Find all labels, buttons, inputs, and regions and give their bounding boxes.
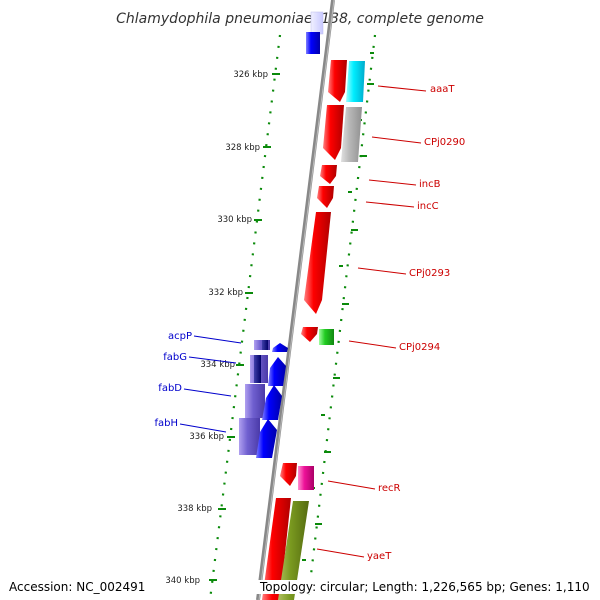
scale-label: 340 kbp (165, 576, 200, 586)
cds-fabG[interactable] (268, 357, 286, 386)
cds-red-1[interactable] (328, 60, 347, 102)
cds-red-5[interactable] (262, 498, 291, 600)
scale-label: 330 kbp (217, 215, 252, 225)
cds-red-4[interactable] (280, 463, 297, 486)
cds-acpP[interactable] (272, 343, 288, 352)
cds-CPj0290[interactable] (341, 107, 362, 162)
gene-label-yaeT: yaeT (367, 551, 392, 562)
gene-label-aaaT: aaaT (430, 84, 455, 95)
gene-label-incB: incB (419, 179, 441, 190)
cds-partial-top-lavender[interactable] (310, 11, 324, 35)
outer-dotted-ring (306, 34, 377, 600)
forward-track-band (253, 30, 376, 600)
genome-backbone (256, 0, 335, 600)
gene-label-incC: incC (417, 201, 439, 212)
cds-fabG-navy[interactable] (254, 355, 261, 383)
scale-label: 326 kbp (233, 70, 268, 80)
gene-label-fabG: fabG (163, 352, 187, 363)
cds-incC[interactable] (317, 186, 334, 208)
map-title: Chlamydophila pneumoniae J138, complete … (116, 11, 484, 27)
cds-yaeT[interactable] (278, 501, 309, 600)
reverse-cds-track (239, 340, 288, 458)
reverse-label-leaders (179, 335, 242, 433)
cds-fabH-purple[interactable] (239, 418, 260, 455)
cds-red-2[interactable] (323, 105, 344, 160)
cds-aaaT[interactable] (346, 61, 365, 102)
inner-scale-ticks (209, 73, 280, 581)
forward-cds-track (262, 11, 365, 600)
scale-label: 334 kbp (200, 360, 235, 370)
scale-label: 328 kbp (225, 143, 260, 153)
forward-label-leaders (316, 85, 427, 558)
gene-label-CPj0290: CPj0290 (424, 137, 465, 148)
gene-label-acpP: acpP (168, 331, 192, 342)
gene-label-fabD: fabD (158, 383, 182, 394)
accession-text: Accession: NC_002491 (5, 580, 150, 594)
cds-fabD[interactable] (262, 385, 282, 420)
cds-recR[interactable] (298, 466, 314, 490)
cds-red-3[interactable] (301, 327, 318, 342)
scale-label: 332 kbp (208, 288, 243, 298)
cds-CPj0293[interactable] (304, 212, 331, 314)
reverse-gene-labels: acpP fabG fabD fabH (154, 331, 192, 429)
scale-labels: 326 kbp 328 kbp 330 kbp 332 kbp 334 kbp 336 k… (165, 70, 268, 586)
cds-fabD-purple[interactable] (245, 384, 265, 418)
scale-label: 338 kbp (177, 504, 212, 514)
cds-incB[interactable] (320, 165, 337, 184)
inner-dotted-ring (208, 34, 282, 600)
cds-fabH[interactable] (256, 419, 277, 458)
cds-CPj0294[interactable] (319, 329, 334, 345)
topology-text: Topology: circular; Length: 1,226,565 bp… (256, 580, 594, 594)
gene-label-CPj0294: CPj0294 (399, 342, 440, 353)
cds-partial-top-blue[interactable] (306, 32, 320, 54)
cds-acpP-navy[interactable] (262, 340, 268, 350)
scale-label: 336 kbp (189, 432, 224, 442)
backbone-highlight (258, 0, 335, 600)
forward-gene-labels: aaaT CPj0290 incB incC CPj0293 CPj0294 recR yae… (367, 84, 465, 562)
gene-label-recR: recR (378, 483, 401, 494)
gene-label-CPj0293: CPj0293 (409, 268, 450, 279)
gene-label-fabH: fabH (154, 418, 178, 429)
